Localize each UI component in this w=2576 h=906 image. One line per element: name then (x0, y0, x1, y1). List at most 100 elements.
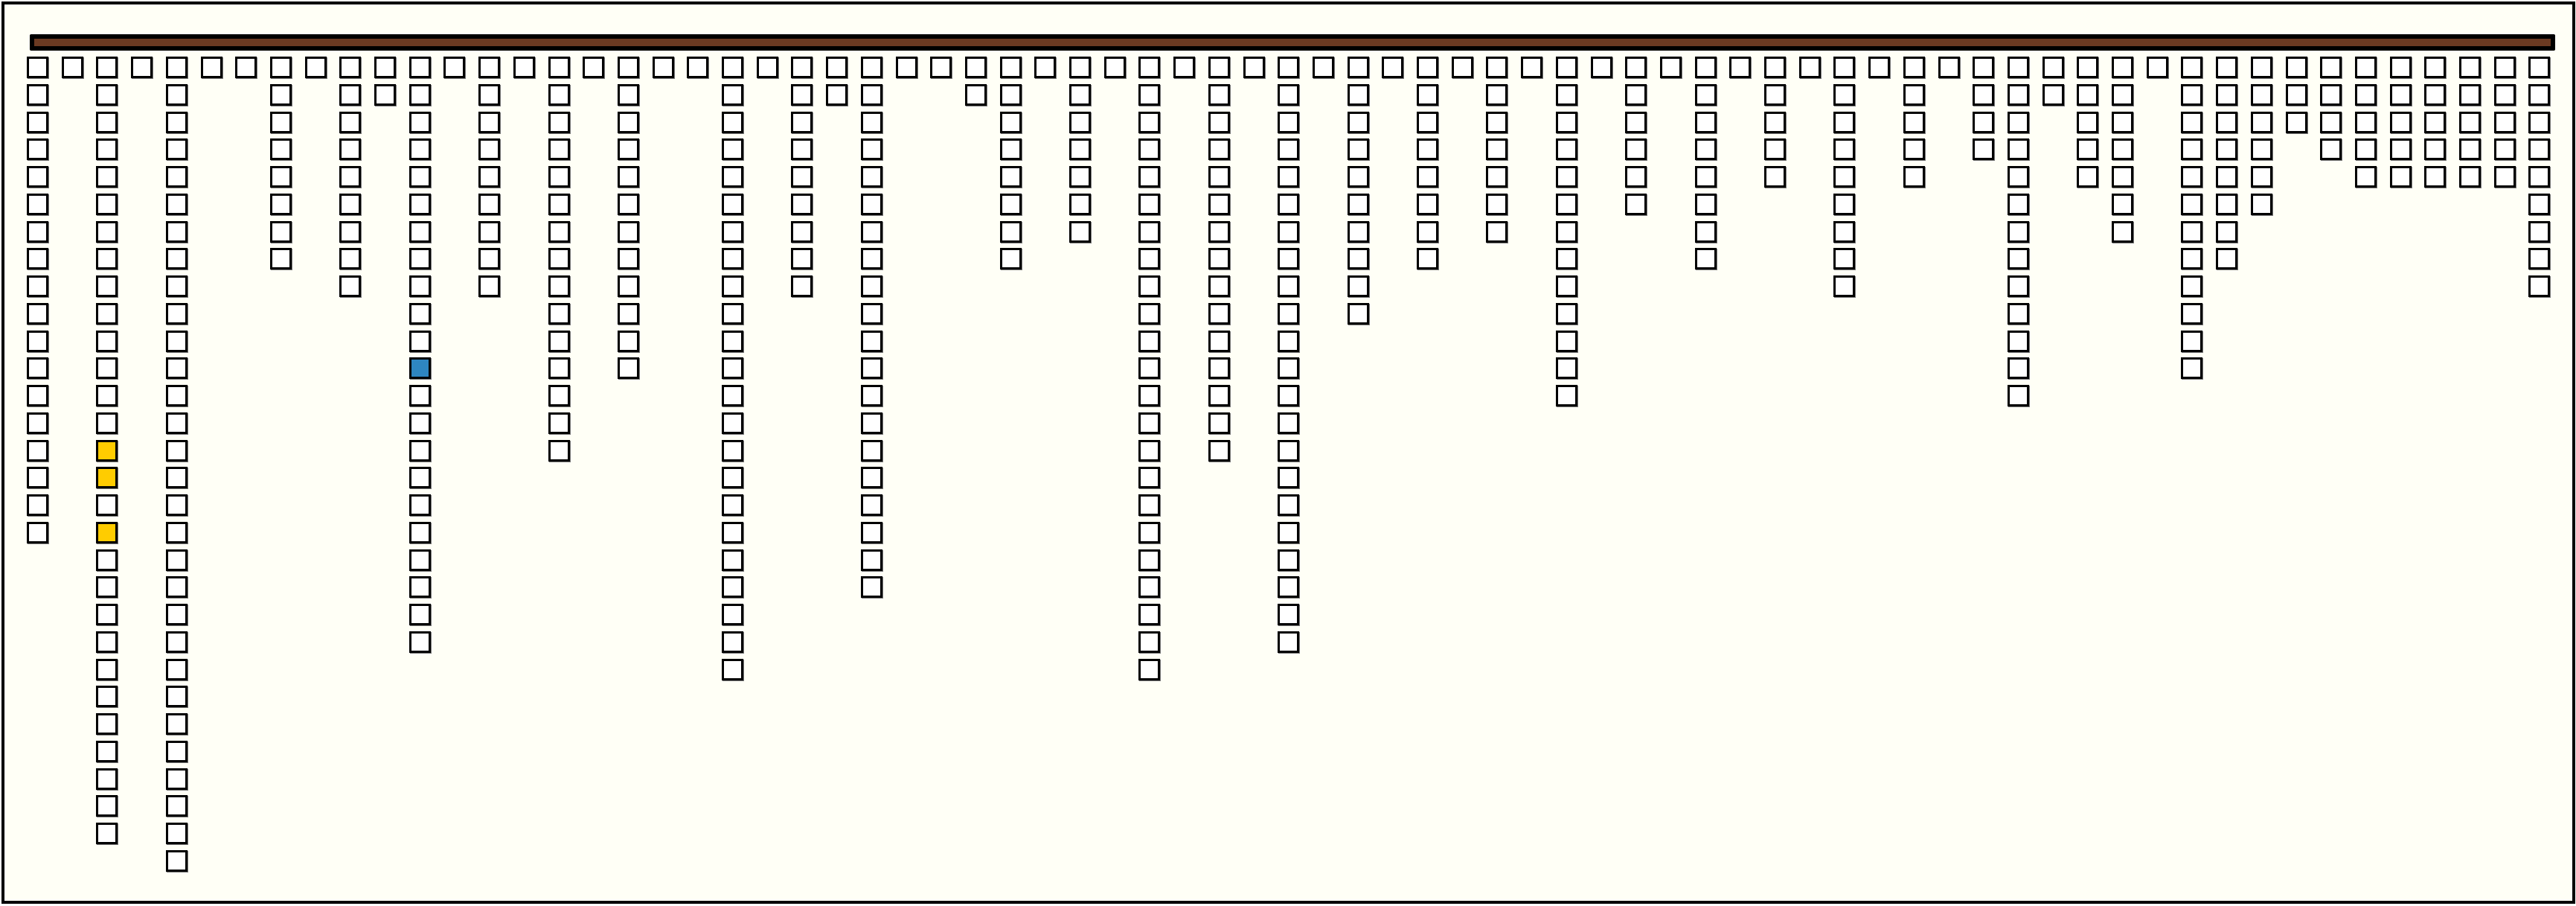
cell (409, 440, 431, 462)
cell (166, 850, 188, 872)
cell (96, 604, 118, 625)
cell (722, 84, 743, 106)
cell (1556, 112, 1577, 133)
cell (96, 659, 118, 680)
cell (1278, 57, 1299, 78)
cell (722, 357, 743, 379)
cell (270, 84, 292, 106)
cell (2494, 84, 2516, 106)
cell (166, 768, 188, 790)
cell (1556, 331, 1577, 352)
cell (722, 604, 743, 625)
cell (2216, 57, 2237, 78)
cell (2008, 357, 2029, 379)
cell (62, 57, 83, 78)
cell (1799, 57, 1821, 78)
cell (722, 522, 743, 543)
cell (478, 275, 500, 297)
cell (1833, 138, 1855, 160)
cell (1208, 412, 1230, 434)
cell (2077, 57, 2098, 78)
cell (1348, 303, 1369, 325)
cell (1208, 221, 1230, 243)
cell (548, 412, 570, 434)
cell (1278, 440, 1299, 462)
cell (722, 221, 743, 243)
cell (1695, 84, 1717, 106)
cell (478, 248, 500, 269)
cell (1000, 194, 1022, 215)
cell (2355, 166, 2377, 188)
cell (1278, 412, 1299, 434)
cell (339, 248, 361, 269)
cell (2042, 57, 2064, 78)
cell (861, 221, 882, 243)
cell (27, 248, 48, 269)
cell (2008, 385, 2029, 406)
cell (2008, 57, 2029, 78)
cell (618, 275, 639, 297)
cell (409, 248, 431, 269)
cell (478, 57, 500, 78)
cell (618, 166, 639, 188)
cell (1069, 221, 1091, 243)
cell (1764, 112, 1786, 133)
cell (131, 57, 153, 78)
cell (2181, 112, 2202, 133)
cell (2528, 84, 2550, 106)
cell (722, 275, 743, 297)
cell (1486, 84, 1508, 106)
cell (2459, 166, 2481, 188)
cell (96, 166, 118, 188)
cell (2112, 138, 2133, 160)
cell (166, 576, 188, 598)
cell (548, 57, 570, 78)
cell (96, 631, 118, 653)
cell (1278, 494, 1299, 516)
cell (96, 357, 118, 379)
cell (166, 166, 188, 188)
cell (1382, 57, 1403, 78)
cell (1313, 57, 1334, 78)
cell (618, 194, 639, 215)
cell (409, 549, 431, 571)
cell (1833, 112, 1855, 133)
cell (27, 84, 48, 106)
cell (409, 631, 431, 653)
cell (861, 331, 882, 352)
cell (166, 686, 188, 707)
cell (1973, 84, 1994, 106)
cell (1556, 84, 1577, 106)
cell (27, 412, 48, 434)
cell (618, 248, 639, 269)
cell (2251, 138, 2272, 160)
cell (2181, 194, 2202, 215)
cell (1208, 166, 1230, 188)
cell (2181, 275, 2202, 297)
cell (409, 385, 431, 406)
cell (548, 221, 570, 243)
cell (201, 57, 222, 78)
cell (1417, 194, 1438, 215)
cell (2251, 194, 2272, 215)
cell (722, 112, 743, 133)
cell (1833, 275, 1855, 297)
cell (1278, 631, 1299, 653)
cell (1208, 275, 1230, 297)
cell (1348, 221, 1369, 243)
cell-yellow (96, 522, 118, 543)
cell (27, 467, 48, 488)
cell (1278, 221, 1299, 243)
cell (965, 84, 987, 106)
cell (965, 57, 987, 78)
cell (2216, 166, 2237, 188)
cell (2251, 112, 2272, 133)
cell (1938, 57, 1960, 78)
cell (409, 331, 431, 352)
cell (1278, 275, 1299, 297)
cell (166, 549, 188, 571)
cell (96, 84, 118, 106)
cell (2528, 248, 2550, 269)
cell (1556, 221, 1577, 243)
